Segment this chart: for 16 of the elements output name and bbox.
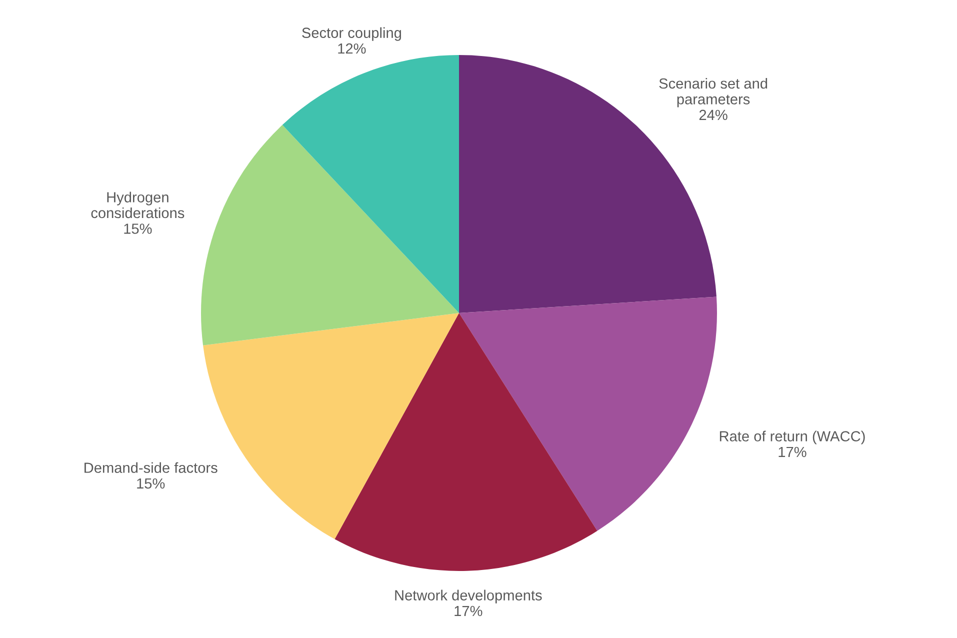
slice-label: Network developments	[395, 590, 542, 604]
pie-slice	[459, 296, 717, 531]
slice-label: Demand-side factors	[84, 462, 218, 473]
pie-slice	[201, 124, 459, 346]
data-label: 17%	[454, 606, 482, 616]
data-label: 15%	[137, 478, 165, 489]
slice-label: Hydrogen considerations	[91, 192, 184, 218]
data-label: 12%	[338, 43, 366, 54]
data-label: 24%	[699, 110, 728, 120]
slice-label: Scenario set and parameters	[659, 78, 768, 108]
slice-label: Sector coupling	[302, 27, 401, 41]
slice-label: Rate of return (WACC)	[720, 430, 865, 444]
pie-slice	[334, 313, 598, 571]
data-label: 15%	[124, 224, 152, 234]
pie-slice	[282, 55, 459, 313]
data-label: 17%	[778, 446, 806, 458]
